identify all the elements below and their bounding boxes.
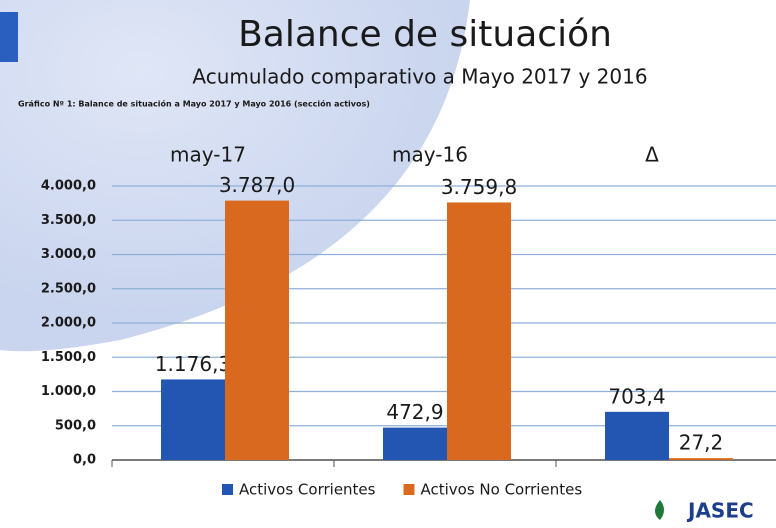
y-tick-label: 4.000,0 bbox=[41, 179, 96, 194]
y-tick-label: 2.000,0 bbox=[41, 316, 96, 331]
value-label: 3.787,0 bbox=[219, 173, 295, 197]
chart-title: Gráfico Nº 1: Balance de situación a May… bbox=[18, 99, 370, 109]
category-label: may-16 bbox=[392, 143, 468, 167]
slide-subtitle: Acumulado comparativo a Mayo 2017 y 2016 bbox=[192, 65, 647, 89]
bar bbox=[225, 200, 289, 460]
bar bbox=[447, 202, 511, 460]
legend-swatch bbox=[403, 484, 415, 495]
y-tick-label: 0,0 bbox=[73, 453, 96, 468]
bar bbox=[383, 427, 447, 460]
value-label: 703,4 bbox=[608, 384, 665, 408]
background-arc bbox=[0, 0, 470, 352]
y-tick-label: 3.500,0 bbox=[41, 213, 96, 228]
accent-bar bbox=[0, 12, 18, 62]
category-label: may-17 bbox=[170, 143, 246, 167]
bar bbox=[605, 411, 669, 460]
slide-title: Balance de situación bbox=[238, 14, 612, 55]
y-tick-label: 1.500,0 bbox=[41, 350, 96, 365]
y-tick-label: 3.000,0 bbox=[41, 247, 96, 262]
y-tick-label: 2.500,0 bbox=[41, 281, 96, 296]
bar bbox=[161, 379, 225, 460]
legend-label: Activos Corrientes bbox=[239, 481, 376, 499]
value-label: 3.759,8 bbox=[441, 175, 517, 199]
legend-label: Activos No Corrientes bbox=[420, 481, 582, 499]
y-tick-label: 1.000,0 bbox=[41, 384, 96, 399]
value-label: 472,9 bbox=[386, 400, 443, 424]
legend-swatch bbox=[222, 484, 233, 495]
value-label: 1.176,3 bbox=[155, 352, 231, 376]
category-label: Δ bbox=[645, 143, 659, 167]
value-label: 27,2 bbox=[679, 431, 724, 455]
logo-icon bbox=[655, 500, 664, 520]
y-tick-label: 500,0 bbox=[55, 418, 96, 433]
bar bbox=[669, 458, 733, 460]
logo: JASEC bbox=[686, 499, 754, 523]
